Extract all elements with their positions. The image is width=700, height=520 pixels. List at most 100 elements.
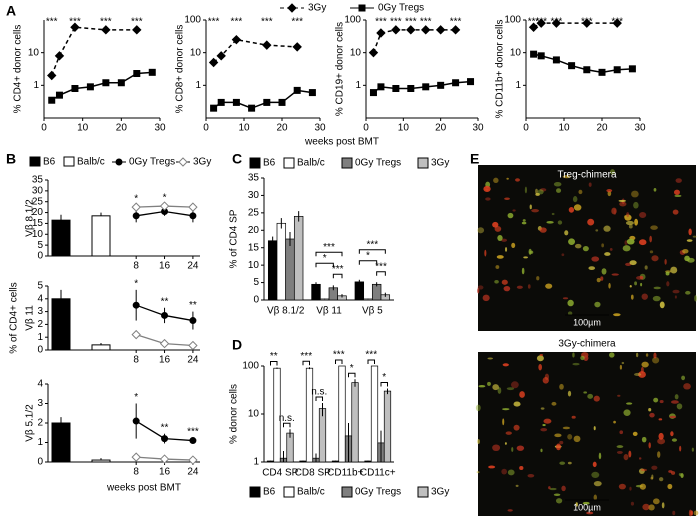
x-tick-label: 8: [133, 355, 139, 366]
cell-signal: [506, 177, 509, 180]
significance: **: [189, 300, 197, 311]
significance-bracket: [283, 422, 291, 428]
marker: [293, 86, 301, 94]
cell-signal: [578, 189, 583, 195]
y-tick-label: 2: [37, 418, 43, 429]
cell-signal: [619, 430, 624, 435]
legend-label: 0Gy Tregs: [355, 158, 401, 169]
cell-signal: [554, 433, 562, 438]
marker: [452, 79, 460, 87]
legend-label: 0Gy Tregs: [355, 487, 401, 498]
legend-swatch: [341, 486, 353, 498]
cell-signal: [613, 420, 616, 424]
y-axis-label: % CD8+ donor cells: [175, 25, 186, 114]
y-tick-label: 100: [242, 361, 259, 372]
legend-swatch: [417, 486, 429, 498]
cell-signal: [524, 186, 528, 194]
cell-signal: [651, 255, 659, 262]
cell-signal: [661, 502, 665, 509]
cell-signal: [685, 290, 691, 295]
cell-signal: [527, 474, 535, 478]
cell-signal: [688, 228, 692, 236]
marker: [583, 66, 591, 74]
cell-signal: [671, 438, 677, 442]
cell-signal: [653, 187, 657, 192]
marker: [552, 56, 560, 64]
cell-signal: [580, 355, 585, 361]
y-tick-label: 3: [37, 306, 43, 317]
cell-signal: [567, 299, 574, 307]
marker: [161, 435, 169, 443]
significance: *: [163, 193, 167, 204]
cell-signal: [650, 476, 654, 480]
cell-signal: [502, 408, 510, 411]
marker: [188, 455, 198, 465]
cell-signal: [650, 225, 658, 230]
cell-signal: [634, 372, 642, 377]
x-tick-label: Vβ 8.1/2: [267, 306, 305, 317]
cell-signal: [641, 361, 649, 368]
cell-signal: [623, 215, 627, 218]
legend-swatch: [417, 157, 429, 169]
significance: ***: [333, 350, 345, 361]
cell-signal: [549, 487, 557, 491]
cell-signal: [487, 381, 491, 386]
legend-label: Balb/c: [297, 158, 325, 169]
marker: [528, 22, 539, 32]
significance-bracket: [315, 396, 323, 401]
significance: ***: [46, 17, 58, 28]
cell-signal: [682, 248, 689, 254]
cell-signal: [562, 426, 571, 430]
cell-signal: [640, 282, 643, 287]
cell-signal: [610, 169, 615, 175]
marker: [437, 81, 445, 89]
cell-signal: [674, 194, 682, 198]
cell-signal: [683, 383, 691, 390]
legend-label: B6: [263, 158, 276, 169]
cell-signal: [676, 403, 683, 410]
cell-signal: [679, 445, 682, 452]
cell-signal: [595, 229, 599, 232]
cell-signal: [619, 364, 623, 370]
legend-swatch: [29, 156, 41, 167]
cell-signal: [692, 235, 697, 238]
cell-signal: [561, 253, 565, 257]
marker: [217, 98, 225, 106]
y-tick-label: 1: [355, 80, 361, 91]
cell-signal: [519, 466, 524, 470]
cell-signal: [551, 212, 555, 216]
cell-signal: [601, 243, 604, 248]
bar: [267, 240, 278, 301]
significance: n.s.: [311, 387, 327, 398]
cell-signal: [639, 483, 646, 490]
significance-bracket: [302, 360, 310, 366]
bar: [51, 422, 71, 463]
cell-signal: [537, 189, 544, 195]
cell-signal: [687, 257, 695, 263]
significance: **: [270, 351, 278, 362]
cell-signal: [540, 448, 543, 453]
x-tick-label: 10: [238, 123, 250, 134]
cell-signal: [572, 362, 580, 366]
bar: [91, 215, 111, 257]
marker: [189, 317, 197, 325]
marker: [391, 25, 401, 35]
marker: [422, 83, 430, 91]
cell-signal: [586, 511, 594, 515]
bar: [370, 365, 379, 463]
subtitle: Vβ 11: [25, 305, 36, 331]
cell-signal: [659, 301, 665, 309]
cell-signal: [504, 197, 510, 201]
x-tick-label: 8: [133, 261, 139, 272]
x-tick-label: 24: [187, 467, 199, 478]
cell-signal: [629, 284, 632, 288]
cell-signal: [507, 509, 513, 512]
cell-signal: [626, 212, 630, 218]
cell-signal: [628, 224, 633, 229]
cell-signal: [593, 395, 600, 402]
bar: [91, 459, 111, 463]
significance: ***: [375, 261, 387, 272]
marker: [612, 18, 622, 28]
panel-label: C: [232, 151, 242, 167]
significance-bracket: [376, 271, 386, 276]
